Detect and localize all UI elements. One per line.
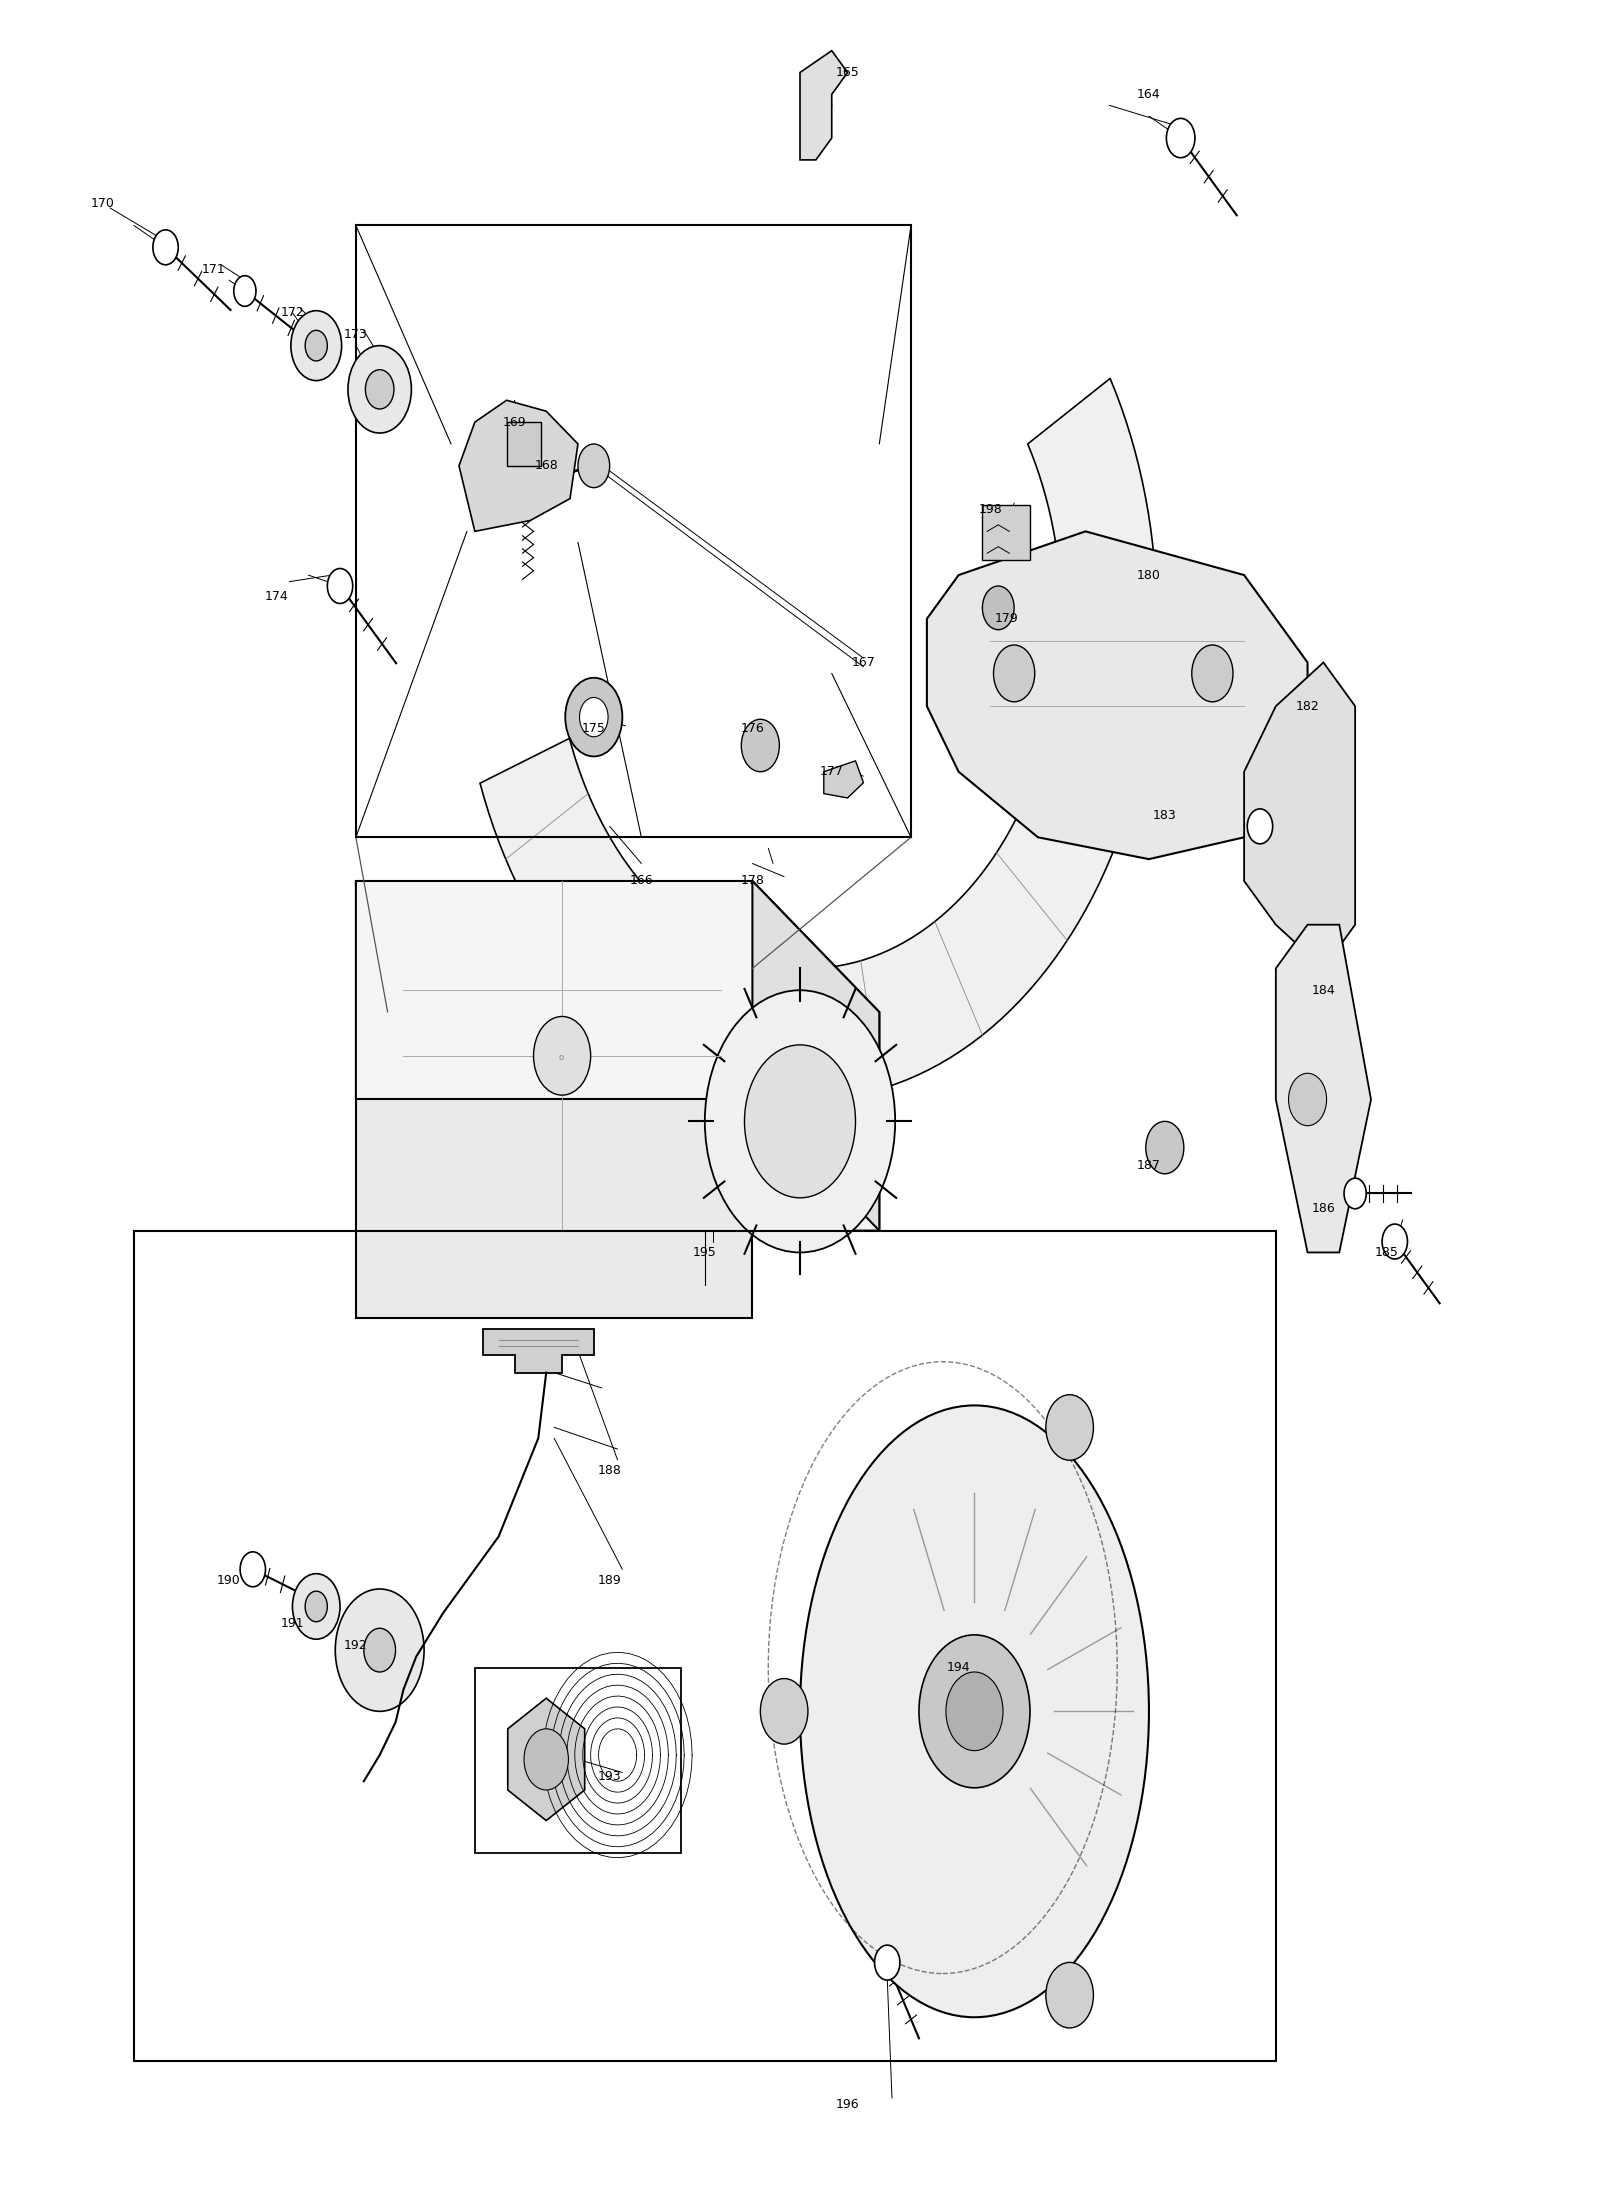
Polygon shape [480,378,1157,1100]
Polygon shape [459,400,578,532]
Circle shape [760,1678,808,1744]
Circle shape [982,585,1014,629]
Circle shape [918,1634,1030,1788]
Text: 196: 196 [835,2098,859,2111]
Text: 172: 172 [280,306,304,319]
Polygon shape [483,1328,594,1372]
Text: 170: 170 [90,198,114,211]
Text: 167: 167 [851,655,875,668]
Text: o: o [558,1053,565,1062]
Circle shape [306,330,328,361]
Bar [507,422,541,466]
Circle shape [1288,1073,1326,1126]
Circle shape [741,719,779,772]
Text: 182: 182 [1296,699,1320,712]
Text: 195: 195 [693,1247,717,1260]
Text: 176: 176 [741,721,765,734]
Polygon shape [355,1100,752,1317]
Text: 193: 193 [598,1770,621,1783]
Polygon shape [824,761,864,798]
Circle shape [240,1552,266,1588]
Text: 190: 190 [218,1574,242,1588]
Circle shape [744,1045,856,1198]
Text: 187: 187 [1138,1159,1162,1172]
Circle shape [363,1627,395,1671]
Text: 166: 166 [629,875,653,888]
Circle shape [347,345,411,433]
Circle shape [1146,1121,1184,1174]
Circle shape [1344,1179,1366,1209]
Circle shape [946,1671,1003,1750]
Circle shape [533,1016,590,1095]
Circle shape [578,444,610,488]
Text: 180: 180 [1138,570,1162,581]
Circle shape [1046,1962,1093,2027]
Text: 173: 173 [344,328,368,341]
Circle shape [579,697,608,737]
Text: 192: 192 [344,1638,368,1651]
Text: 164: 164 [1138,88,1160,101]
Circle shape [1046,1394,1093,1460]
Circle shape [1382,1225,1408,1260]
Text: 191: 191 [280,1618,304,1629]
Text: 185: 185 [1374,1247,1398,1260]
Bar [475,1667,682,1854]
Bar [982,506,1030,561]
Circle shape [234,275,256,306]
Text: 179: 179 [994,611,1018,625]
Polygon shape [800,51,848,161]
Circle shape [328,570,352,603]
Circle shape [306,1592,328,1621]
Circle shape [565,677,622,756]
Text: 188: 188 [598,1465,622,1478]
Polygon shape [507,1698,584,1821]
Polygon shape [1275,926,1371,1253]
Polygon shape [926,532,1307,860]
Text: 183: 183 [1154,809,1176,822]
Text: 169: 169 [502,416,526,429]
Circle shape [706,990,894,1253]
Bar [134,1231,1275,2060]
Text: 198: 198 [979,504,1002,517]
Text: 189: 189 [598,1574,621,1588]
Circle shape [875,1946,899,1979]
Text: 177: 177 [819,765,843,778]
Circle shape [293,1574,341,1638]
Text: 184: 184 [1312,983,1336,996]
Circle shape [365,369,394,409]
Text: 194: 194 [947,1660,971,1673]
Text: 174: 174 [264,589,288,603]
Circle shape [994,644,1035,701]
Text: 186: 186 [1312,1203,1336,1216]
Circle shape [336,1590,424,1711]
Polygon shape [1245,662,1355,968]
Circle shape [1192,644,1234,701]
Circle shape [154,231,178,264]
Text: 168: 168 [534,460,558,473]
Bar [355,226,910,838]
Polygon shape [752,882,880,1231]
Circle shape [291,310,342,380]
Circle shape [1248,809,1272,844]
Circle shape [525,1728,568,1790]
Text: 178: 178 [741,875,765,888]
Text: 175: 175 [582,721,606,734]
Polygon shape [355,882,880,1231]
Text: 165: 165 [835,66,859,79]
Text: 171: 171 [202,262,226,275]
Ellipse shape [800,1405,1149,2016]
Circle shape [1166,119,1195,158]
